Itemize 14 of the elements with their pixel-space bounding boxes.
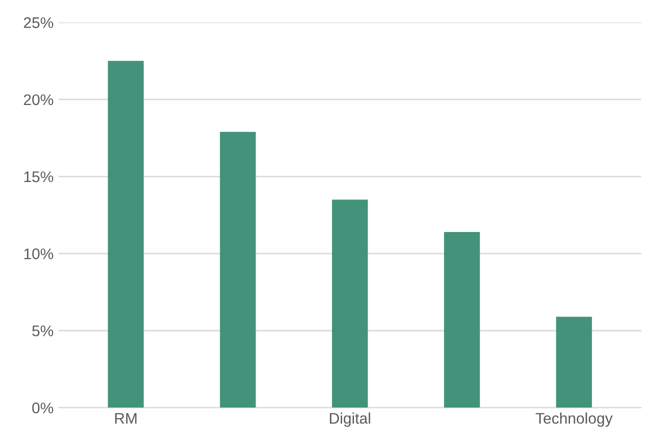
bar — [108, 60, 144, 408]
y-tick-label: 0% — [32, 402, 54, 414]
y-tick-label: 5% — [32, 326, 54, 336]
x-tick-label: Technology — [536, 412, 613, 427]
x-tick-label: RM — [115, 413, 136, 424]
bar — [556, 316, 592, 408]
bar — [444, 232, 480, 408]
y-tick-label: 20% — [24, 94, 54, 106]
x-tick-label: Digital — [330, 412, 370, 427]
bar — [220, 132, 256, 408]
y-tick-label: 15% — [24, 171, 54, 182]
y-tick-label: 10% — [24, 248, 54, 260]
y-tick-label: 25% — [24, 17, 54, 28]
bar — [332, 200, 368, 408]
